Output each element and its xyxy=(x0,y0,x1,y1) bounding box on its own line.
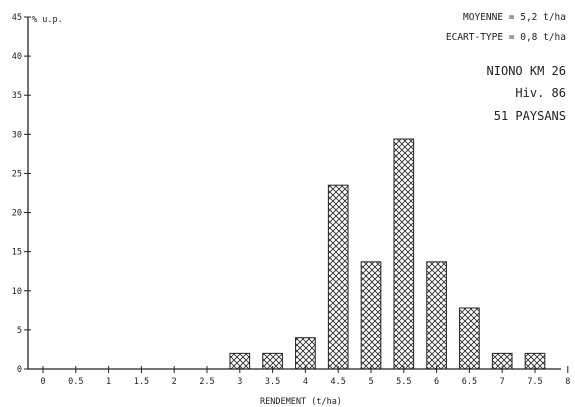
std-annotation: ECART-TYPE = 0,8 t/ha xyxy=(446,32,566,43)
x-tick-label: 6 xyxy=(434,377,439,387)
x-tick-label: 5.5 xyxy=(396,377,411,387)
x-tick-label: 7.5 xyxy=(527,377,542,387)
site-annotation: NIONO KM 26 xyxy=(487,64,566,78)
x-tick-label: 3.5 xyxy=(265,377,280,387)
x-tick-label: 2.5 xyxy=(199,377,214,387)
mean-annotation: MOYENNE = 5,2 t/ha xyxy=(463,12,566,23)
x-tick-label: 1 xyxy=(106,377,111,387)
x-tick-label: 0 xyxy=(40,377,45,387)
x-ticks: 0 0.5 1 1.5 2 2.5 3 3.5 4 4.5 5 5.5 6 6.5 7 7.5 8 xyxy=(40,366,570,387)
y-ticks: 0 5 10 15 20 25 30 35 40 45 xyxy=(12,13,31,375)
bars-layer xyxy=(229,138,546,370)
x-tick-label: 8 xyxy=(565,377,570,387)
y-tick-label: 30 xyxy=(12,130,22,140)
y-tick-label: 0 xyxy=(17,365,22,375)
y-axis-label: % u.p. xyxy=(32,15,63,25)
histogram-bar xyxy=(360,261,382,370)
y-tick-label: 5 xyxy=(17,326,22,336)
y-tick-label: 35 xyxy=(12,91,22,101)
x-tick-label: 5 xyxy=(368,377,373,387)
x-tick-label: 6.5 xyxy=(462,377,477,387)
count-annotation: 51 PAYSANS xyxy=(494,109,566,123)
histogram-bar xyxy=(459,307,480,370)
x-tick-label: 4 xyxy=(303,377,308,387)
x-tick-label: 2 xyxy=(172,377,177,387)
x-tick-label: 0.5 xyxy=(68,377,83,387)
x-axis-label: RENDEMENT (t/ha) xyxy=(260,397,342,407)
season-annotation: Hiv. 86 xyxy=(515,86,566,100)
x-tick-label: 4.5 xyxy=(331,377,346,387)
y-tick-label: 25 xyxy=(12,169,22,179)
histogram-bar xyxy=(393,138,415,370)
y-tick-label: 45 xyxy=(12,13,22,23)
y-tick-label: 10 xyxy=(12,287,22,297)
histogram-bar xyxy=(327,184,349,370)
y-tick-label: 15 xyxy=(12,248,22,258)
y-tick-label: 20 xyxy=(12,209,22,219)
x-tick-label: 7 xyxy=(500,377,505,387)
x-tick-label: 3 xyxy=(237,377,242,387)
histogram-bar xyxy=(426,261,447,370)
histogram-bar xyxy=(295,337,316,370)
x-tick-label: 1.5 xyxy=(134,377,149,387)
y-tick-label: 40 xyxy=(12,52,22,62)
